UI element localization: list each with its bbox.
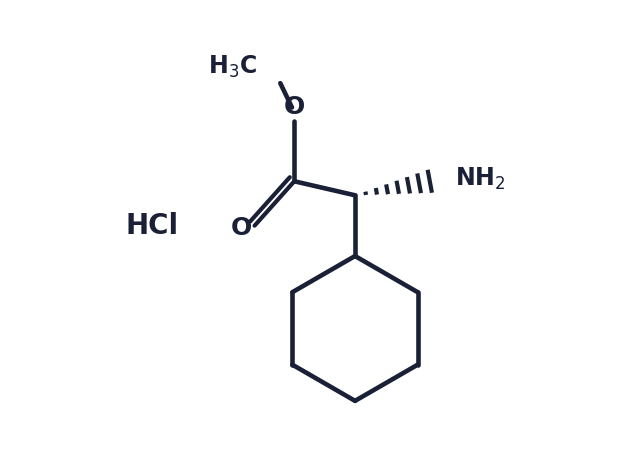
Text: H$_3$C: H$_3$C [208,54,257,80]
Text: NH$_2$: NH$_2$ [456,166,506,192]
Text: HCl: HCl [125,212,179,240]
Text: O: O [231,216,252,240]
Text: O: O [284,95,305,119]
